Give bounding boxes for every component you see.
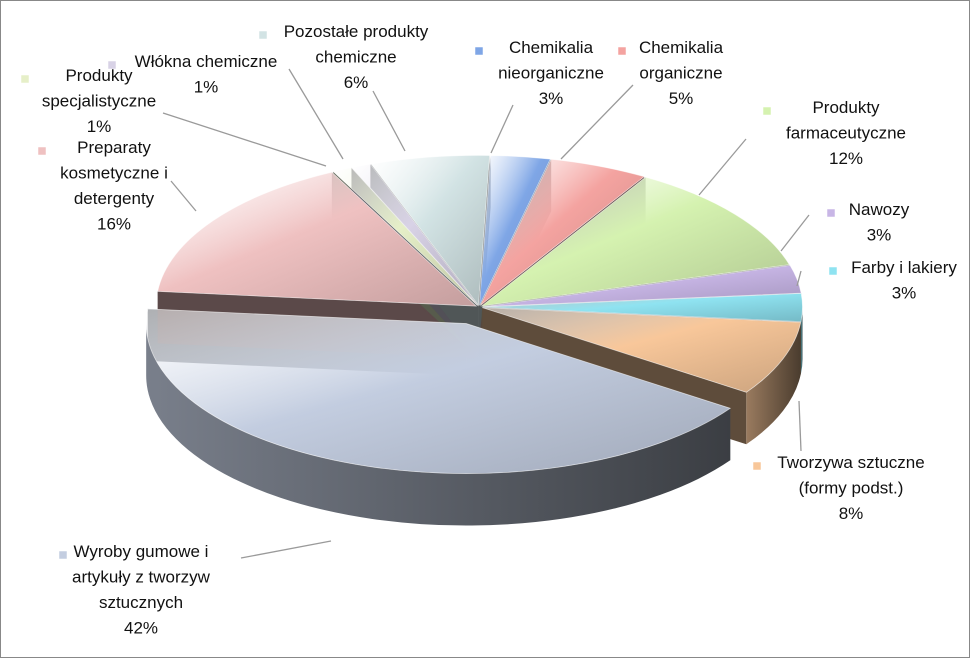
label-slice-5-leader-line bbox=[798, 400, 802, 452]
slice-7[interactable] bbox=[157, 171, 478, 307]
pie-tops bbox=[145, 154, 803, 474]
label-slice-3-leader-line bbox=[780, 214, 810, 252]
label-slice-3-name-line: Nawozy bbox=[849, 200, 910, 219]
label-slice-6-value: 42% bbox=[124, 619, 158, 638]
label-slice-2-value: 12% bbox=[829, 149, 863, 168]
label-slice-4: Farby i lakiery 3% bbox=[796, 258, 957, 303]
label-slice-0-name-line: nieorganiczne bbox=[498, 64, 604, 83]
label-slice-6-name-line: sztucznych bbox=[99, 593, 183, 612]
label-slice-1-name-line: Chemikalia bbox=[639, 38, 724, 57]
label-slice-9: Włókna chemiczne 1% bbox=[107, 52, 344, 160]
label-slice-2: Produkty farmaceutyczne 12% bbox=[698, 98, 906, 196]
slice-10[interactable] bbox=[370, 154, 491, 307]
label-slice-1-leader-line bbox=[560, 84, 634, 160]
label-slice-0-name-line: Chemikalia bbox=[509, 38, 594, 57]
label-slice-8-marker bbox=[20, 74, 30, 84]
label-slice-7-value: 16% bbox=[97, 215, 131, 234]
label-slice-6: Wyroby gumowe i artykuły z tworzyw sztuczn… bbox=[58, 540, 332, 638]
label-slice-7-name-line: detergenty bbox=[74, 189, 155, 208]
pie-labels: Chemikalia nieorganiczne 3% Chemikalia organ… bbox=[20, 22, 957, 638]
slice-0[interactable] bbox=[479, 155, 551, 306]
label-slice-10: Pozostałe produkty chemiczne 6% bbox=[258, 22, 429, 152]
label-slice-9-leader-line bbox=[288, 68, 344, 160]
label-slice-5-marker bbox=[752, 461, 762, 471]
label-slice-8-name-line: Produkty bbox=[65, 66, 133, 85]
label-slice-5: Tworzywa sztuczne (formy podst.) 8% bbox=[752, 400, 925, 523]
label-slice-7: Preparaty kosmetyczne i detergenty 16% bbox=[37, 138, 197, 234]
slice-4[interactable] bbox=[482, 292, 803, 323]
label-slice-4-name-line: Farby i lakiery bbox=[851, 258, 957, 277]
label-slice-9-value: 1% bbox=[194, 78, 219, 97]
label-slice-10-name-line: Pozostałe produkty bbox=[284, 22, 429, 41]
label-slice-1-marker bbox=[617, 46, 627, 56]
label-slice-6-marker bbox=[58, 550, 68, 560]
label-slice-7-name-line: Preparaty bbox=[77, 138, 151, 157]
slice-6-side bbox=[146, 323, 731, 526]
label-slice-9-marker bbox=[107, 60, 117, 70]
label-slice-3: Nawozy 3% bbox=[780, 200, 910, 252]
label-slice-8-value: 1% bbox=[87, 117, 112, 136]
slice-5[interactable] bbox=[482, 307, 802, 393]
label-slice-2-name-line: farmaceutyczne bbox=[786, 124, 906, 143]
label-slice-8-leader-line bbox=[162, 112, 327, 167]
label-slice-4-leader-line bbox=[796, 270, 802, 287]
label-slice-0: Chemikalia nieorganiczne 3% bbox=[474, 38, 604, 154]
label-slice-8-name-line: specjalistyczne bbox=[42, 92, 156, 111]
label-slice-7-name-line: kosmetyczne i bbox=[60, 164, 168, 183]
label-slice-5-name-line: (formy podst.) bbox=[799, 479, 904, 498]
label-slice-2-marker bbox=[762, 106, 772, 116]
label-slice-3-value: 3% bbox=[867, 226, 892, 245]
label-slice-7-leader-line bbox=[170, 180, 197, 212]
label-slice-0-value: 3% bbox=[539, 89, 564, 108]
label-slice-1: Chemikalia organiczne 5% bbox=[560, 38, 724, 160]
label-slice-6-name-line: artykuły z tworzyw bbox=[72, 568, 211, 587]
slice-6[interactable] bbox=[145, 308, 732, 474]
label-slice-1-name-line: organiczne bbox=[639, 64, 722, 83]
label-slice-9-name-line: Włókna chemiczne bbox=[135, 52, 278, 71]
label-slice-4-marker bbox=[828, 266, 838, 276]
label-slice-0-marker bbox=[474, 46, 484, 56]
label-slice-8: Produkty specjalistyczne 1% bbox=[20, 66, 327, 167]
label-slice-10-value: 6% bbox=[344, 73, 369, 92]
label-slice-0-leader-line bbox=[490, 104, 514, 154]
slice-1[interactable] bbox=[479, 158, 646, 306]
label-slice-4-value: 3% bbox=[892, 284, 917, 303]
label-slice-5-name-line: Tworzywa sztuczne bbox=[777, 453, 924, 472]
label-slice-10-name-line: chemiczne bbox=[315, 48, 396, 67]
slice-5-side bbox=[746, 322, 801, 445]
slice-9[interactable] bbox=[350, 163, 479, 306]
slice-4-side bbox=[800, 307, 803, 374]
label-slice-6-leader-line bbox=[240, 540, 332, 559]
label-slice-2-name-line: Produkty bbox=[812, 98, 880, 117]
label-slice-1-value: 5% bbox=[669, 89, 694, 108]
label-slice-6-name-line: Wyroby gumowe i bbox=[74, 542, 209, 561]
label-slice-10-marker bbox=[258, 30, 268, 40]
slice-2[interactable] bbox=[480, 176, 791, 307]
label-slice-5-value: 8% bbox=[839, 504, 864, 523]
label-slice-2-leader-line bbox=[698, 138, 747, 196]
label-slice-7-marker bbox=[37, 146, 47, 156]
label-slice-3-marker bbox=[826, 208, 836, 218]
label-slice-10-leader-line bbox=[372, 90, 406, 152]
